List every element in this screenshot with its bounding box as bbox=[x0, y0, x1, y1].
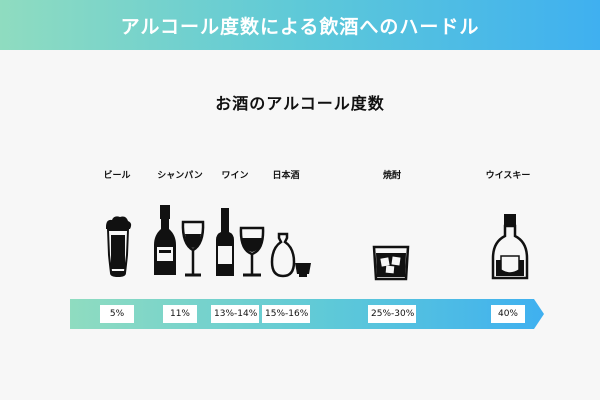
header-title: アルコール度数による飲酒へのハードル bbox=[120, 15, 480, 38]
percent-tag-whisky: 40% bbox=[491, 305, 525, 323]
drink-label-shochu: 焼酎 bbox=[382, 171, 402, 181]
sake-flask-icon bbox=[270, 232, 296, 278]
drink-label-champagne: シャンパン bbox=[157, 171, 203, 181]
champagne-bottle-icon bbox=[154, 205, 176, 275]
wine-bottle-icon bbox=[216, 208, 234, 276]
drink-label-whisky: ウイスキー bbox=[485, 171, 531, 181]
percent-tag-shochu: 25%-30% bbox=[368, 305, 416, 323]
beer-mug-icon bbox=[106, 216, 132, 277]
header-banner: アルコール度数による飲酒へのハードル bbox=[0, 0, 600, 50]
percent-tag-beer: 5% bbox=[100, 305, 134, 323]
drink-label-beer: ビール bbox=[103, 171, 131, 181]
rock-glass-icon bbox=[372, 245, 410, 281]
drink-label-wine: ワイン bbox=[221, 171, 249, 181]
champagne-glass-icon bbox=[181, 220, 205, 277]
page-title: お酒のアルコール度数 bbox=[215, 94, 385, 113]
percent-tag-champagne: 11% bbox=[163, 305, 197, 323]
percent-tag-sake: 15%-16% bbox=[262, 305, 310, 323]
wine-glass-icon bbox=[239, 226, 265, 277]
percent-tag-wine: 13%-14% bbox=[211, 305, 259, 323]
whisky-bottle-icon bbox=[491, 214, 529, 280]
sake-cup-icon bbox=[295, 263, 311, 277]
drink-label-sake: 日本酒 bbox=[272, 171, 300, 181]
